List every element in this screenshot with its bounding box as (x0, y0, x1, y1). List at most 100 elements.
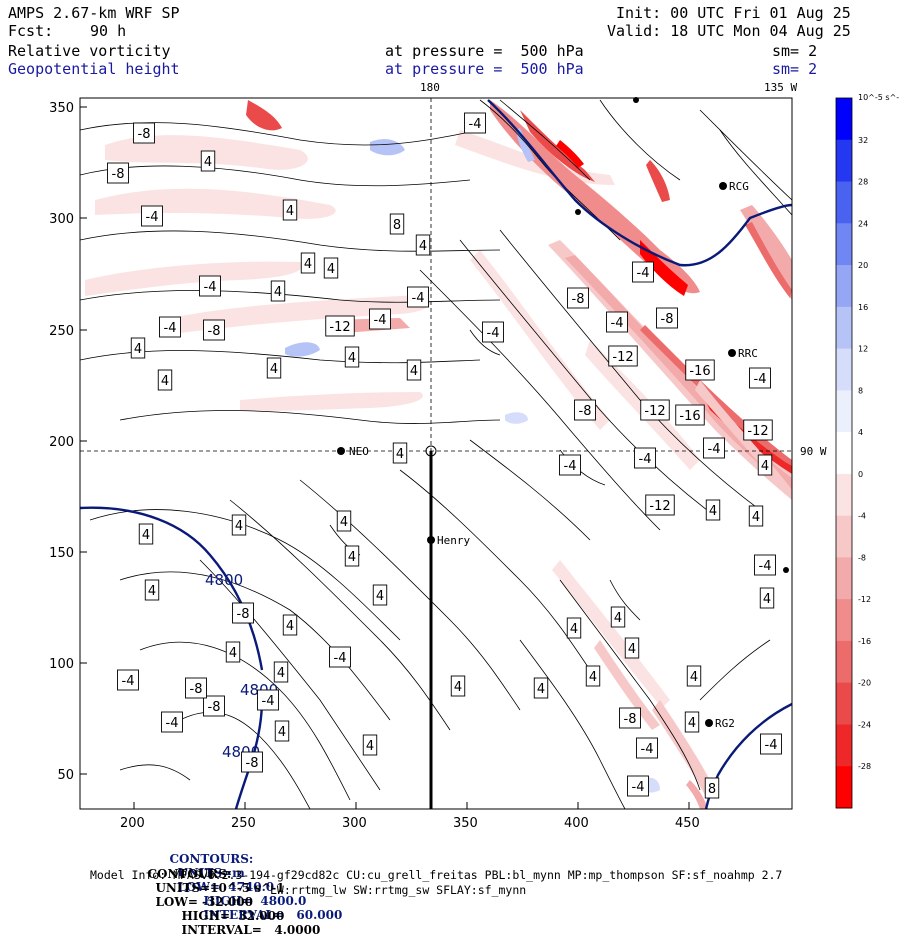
vorticity-label-box: 4 (748, 505, 764, 527)
vorticity-label: 4 (148, 584, 156, 599)
vorticity-label-box: 4 (274, 720, 290, 742)
colorbar-label: 28 (858, 178, 868, 187)
x-tick-label: 250 (231, 816, 256, 831)
vorticity-label: -4 (632, 780, 645, 795)
colorbar-label: -12 (858, 595, 871, 604)
vorticity-contours (80, 99, 792, 809)
vorticity-label: -4 (146, 210, 159, 225)
colorbar-label: 32 (858, 136, 868, 145)
vorticity-label-box: -4 (627, 775, 649, 797)
colorbar-swatch (836, 223, 852, 266)
vorticity-label-box: -4 (464, 112, 486, 134)
vorticity-label: 4 (589, 670, 597, 685)
y-tick-label: 200 (49, 435, 74, 450)
colorbar-label: 16 (858, 303, 868, 312)
vorticity-label: 4 (235, 519, 243, 534)
vorticity-label-box: 4 (282, 199, 298, 221)
vorticity-label: -4 (164, 321, 177, 336)
vorticity-label: -12 (649, 499, 670, 514)
vorticity-label-box: 4 (323, 257, 339, 279)
vorticity-label: -8 (579, 404, 592, 419)
vorticity-label-box: -4 (199, 275, 221, 297)
vorticity-label-box: 4 (392, 442, 408, 464)
vorticity-label: -4 (639, 452, 652, 467)
vorticity-label-box: 8 (704, 777, 720, 799)
geo-labels: 180 135 W 90 W (420, 81, 827, 458)
vorticity-label: 4 (134, 342, 142, 357)
colorbar-swatch (836, 599, 852, 642)
station-label: Henry (437, 534, 470, 547)
vorticity-label-box: -8 (574, 399, 596, 421)
station-label: RG2 (715, 717, 735, 730)
vorticity-label: 8 (393, 218, 401, 233)
vorticity-label: -4 (412, 291, 425, 306)
vorticity-label: 4 (454, 680, 462, 695)
colorbar-swatch (836, 306, 852, 350)
vorticity-label: 4 (570, 622, 578, 637)
vorticity-label: 8 (708, 782, 716, 797)
vorticity-label: 4 (688, 716, 696, 731)
vorticity-label-box: -8 (241, 751, 263, 773)
vorticity-label-box: -16 (675, 404, 705, 426)
vorticity-label-box: -4 (749, 367, 771, 389)
field2-smoothing: sm= 2 (772, 60, 818, 78)
vorticity-label: -4 (487, 326, 500, 341)
footer2-low: LOW= -32.000 (155, 895, 253, 909)
colorbar-swatch (836, 139, 852, 183)
vorticity-label: 4 (277, 666, 285, 681)
vorticity-map: Henry NEO RRC RCG RG2 4800 4800 4800 -8-… (49, 81, 900, 831)
vorticity-shading (85, 100, 792, 809)
model-title: AMPS 2.67-km WRF SP (8, 4, 180, 22)
y-tick-label: 350 (49, 101, 74, 116)
colorbar-swatch (836, 724, 852, 767)
vorticity-label-box: -4 (760, 733, 782, 755)
colorbar-swatch (836, 515, 852, 558)
vorticity-label-box: -12 (743, 419, 773, 441)
vorticity-label: -12 (329, 320, 350, 335)
x-tick-label: 200 (120, 816, 145, 831)
vorticity-label-box: -8 (203, 695, 225, 717)
vorticity-label: 4 (709, 504, 717, 519)
vorticity-label: 4 (304, 257, 312, 272)
vorticity-label: 4 (763, 592, 771, 607)
footer2-label: CONTOURS: (147, 867, 232, 881)
station-dot-rcg (719, 182, 727, 190)
vorticity-label-box: 4 (282, 614, 298, 636)
colorbar-swatch (836, 390, 852, 433)
vorticity-label: 4 (270, 362, 278, 377)
vorticity-label: 4 (286, 204, 294, 219)
colorbar-frame (835, 97, 853, 809)
axis-ticks (80, 106, 690, 809)
vorticity-label: 4 (614, 611, 622, 626)
vorticity-label-box: -8 (203, 319, 225, 341)
vorticity-label-box: -8 (656, 307, 678, 329)
station-label: RCG (729, 180, 749, 193)
x-tick-label: 300 (342, 816, 367, 831)
longitude-label-135w: 135 W (764, 81, 797, 94)
vorticity-label-box: 4 (336, 510, 352, 532)
vorticity-label: 4 (348, 351, 356, 366)
vorticity-label: 4 (761, 459, 769, 474)
vorticity-label-box: -4 (117, 669, 139, 691)
vorticity-label-box: 4 (684, 711, 700, 733)
vorticity-label: 4 (376, 589, 384, 604)
vorticity-label-box: -4 (407, 286, 429, 308)
vorticity-label-box: -8 (107, 162, 129, 184)
vorticity-label: -4 (374, 313, 387, 328)
station-dot-rg2 (705, 719, 713, 727)
footer1-units: UNITS=m (177, 866, 245, 880)
x-tick-label: 400 (564, 816, 589, 831)
colorbar-label: -16 (858, 637, 871, 646)
vorticity-label-box: -4 (257, 689, 279, 711)
station-dot-right (783, 567, 789, 573)
colorbar: 32 28 24 20 16 12 8 4 0 -4 -8 -12 -16 -20 -24 -28 (835, 97, 871, 809)
y-tick-label: 50 (57, 768, 74, 783)
vorticity-label: 4 (752, 510, 760, 525)
field1-name: Relative vorticity (8, 42, 171, 60)
colorbar-swatch (836, 557, 852, 600)
vorticity-label: 4 (286, 619, 294, 634)
vorticity-label-box: -12 (325, 315, 355, 337)
colorbar-unit: 10^-5 s^-1 (858, 93, 900, 102)
vorticity-label: -8 (246, 756, 259, 771)
vorticity-label: -4 (754, 372, 767, 387)
